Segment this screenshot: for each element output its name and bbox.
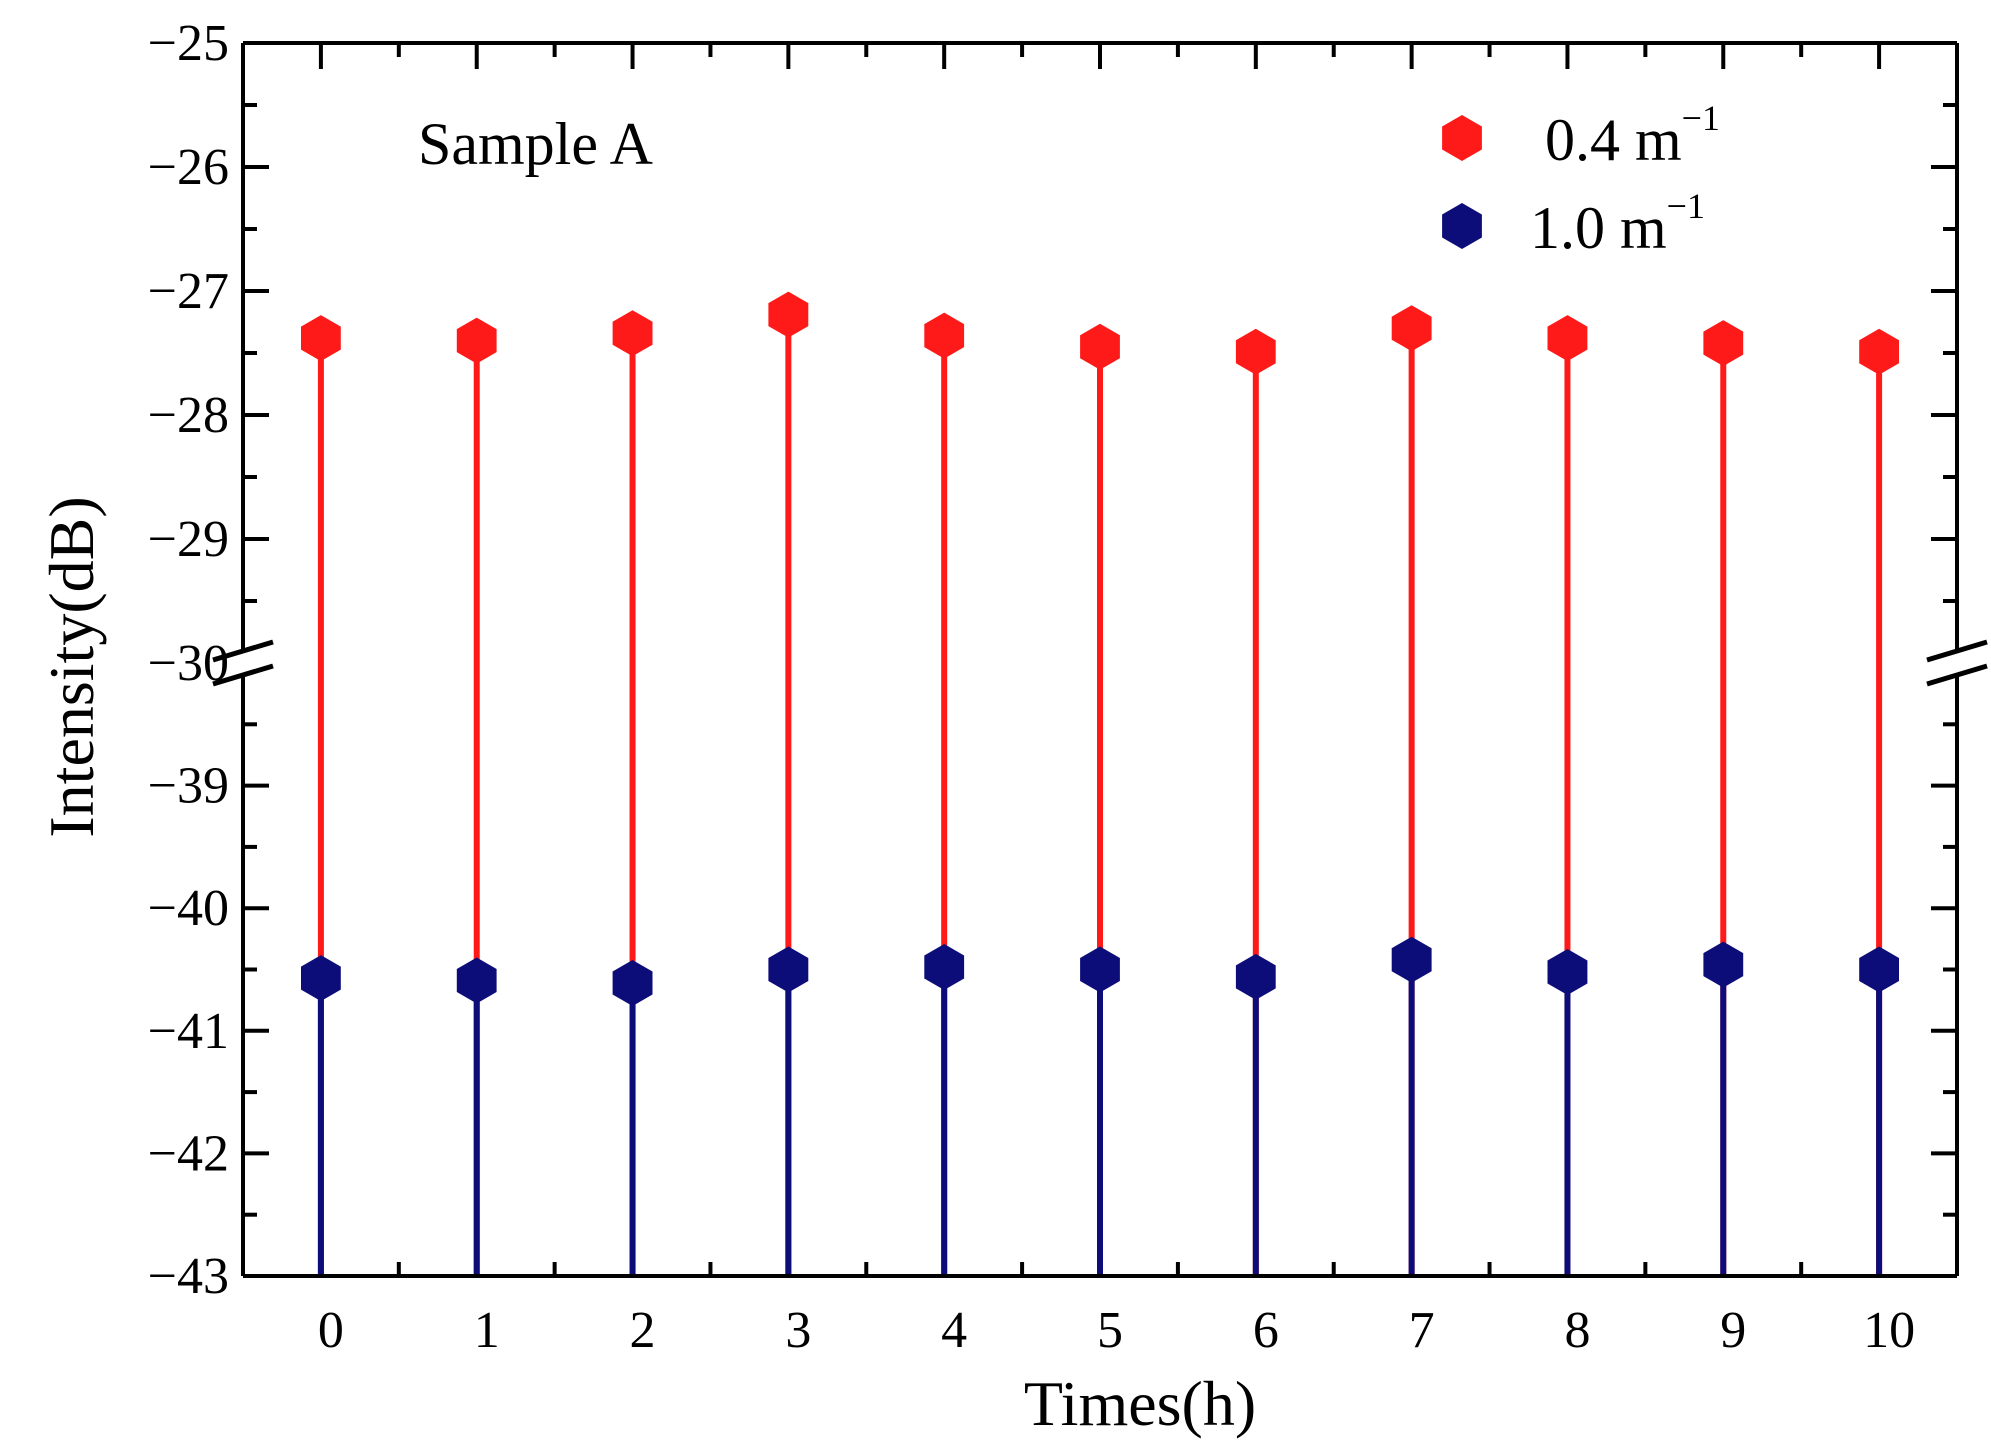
data-point: [768, 291, 809, 338]
y-tick-label: −42: [148, 1125, 229, 1182]
data-point: [1235, 328, 1276, 375]
data-point: [612, 310, 653, 357]
data-point: [768, 946, 809, 993]
y-tick-label: −43: [148, 1248, 229, 1305]
axis-break-mark: [212, 639, 274, 663]
x-tick-label: 1: [474, 1302, 500, 1359]
legend-marker: [1442, 203, 1482, 249]
axis-break-mark: [212, 663, 274, 687]
x-tick-label: 10: [1863, 1302, 1915, 1359]
data-point: [1391, 305, 1432, 352]
data-point: [1235, 953, 1276, 1000]
data-point: [924, 944, 965, 990]
data-point: [301, 315, 341, 362]
x-tick-label: 4: [941, 1302, 967, 1359]
y-tick-label: −29: [148, 511, 229, 568]
data-point: [1547, 949, 1588, 995]
x-tick-label: 8: [1564, 1302, 1590, 1359]
x-tick-label: 0: [318, 1302, 344, 1359]
axis-break-mark: [1926, 663, 1988, 687]
y-tick-label: −28: [148, 387, 229, 444]
marker-layer: [301, 291, 1899, 1006]
x-tick-label: 6: [1253, 1302, 1279, 1359]
x-axis-title: Times(h): [1024, 1368, 1256, 1439]
legend-marker: [1442, 115, 1482, 161]
legend-label: 0.4 m−1: [1545, 98, 1720, 173]
data-point: [1391, 936, 1432, 983]
data-point: [1080, 323, 1120, 370]
legend-superscript: −1: [1682, 98, 1720, 138]
label-layer: −25 −26 −27 −28 −29 −30 −39 −40 −41 −42 −43 0 1 2 3 4 5 6…: [148, 15, 1915, 1359]
axis-break-gap: [1927, 651, 1987, 675]
x-tick-label: 7: [1409, 1302, 1435, 1359]
data-point: [924, 312, 965, 359]
data-point: [301, 955, 341, 1002]
legend-superscript: −1: [1667, 186, 1705, 226]
stem-layer: [317, 314, 1883, 1276]
data-point: [1859, 328, 1899, 375]
x-tick-label: 9: [1720, 1302, 1746, 1359]
legend-label: 1.0 m−1: [1530, 186, 1705, 261]
data-point: [1080, 946, 1120, 993]
plot-frame: [212, 41, 1988, 1278]
data-point: [1859, 946, 1899, 993]
axis-break-mark: [1926, 639, 1988, 663]
y-tick-label: −41: [148, 1003, 229, 1060]
data-point: [456, 957, 497, 1004]
y-tick-label: −39: [148, 758, 229, 815]
y-tick-label: −40: [148, 880, 229, 937]
x-tick-label: 2: [630, 1302, 656, 1359]
data-point: [456, 317, 497, 364]
data-point: [612, 960, 653, 1006]
legend: 0.4 m−1 1.0 m−1: [1442, 98, 1720, 261]
y-tick-label: −30: [148, 635, 229, 692]
x-tick-label: 3: [785, 1302, 811, 1359]
data-point: [1703, 941, 1744, 988]
sample-annotation: Sample A: [418, 111, 653, 177]
data-point: [1547, 315, 1588, 362]
y-tick-label: −26: [148, 139, 229, 196]
y-tick-label: −27: [148, 263, 229, 320]
y-tick-label: −25: [148, 15, 229, 72]
data-point: [1703, 320, 1744, 367]
x-tick-label: 5: [1097, 1302, 1123, 1359]
y-axis-title: Intensity(dB): [36, 496, 107, 837]
